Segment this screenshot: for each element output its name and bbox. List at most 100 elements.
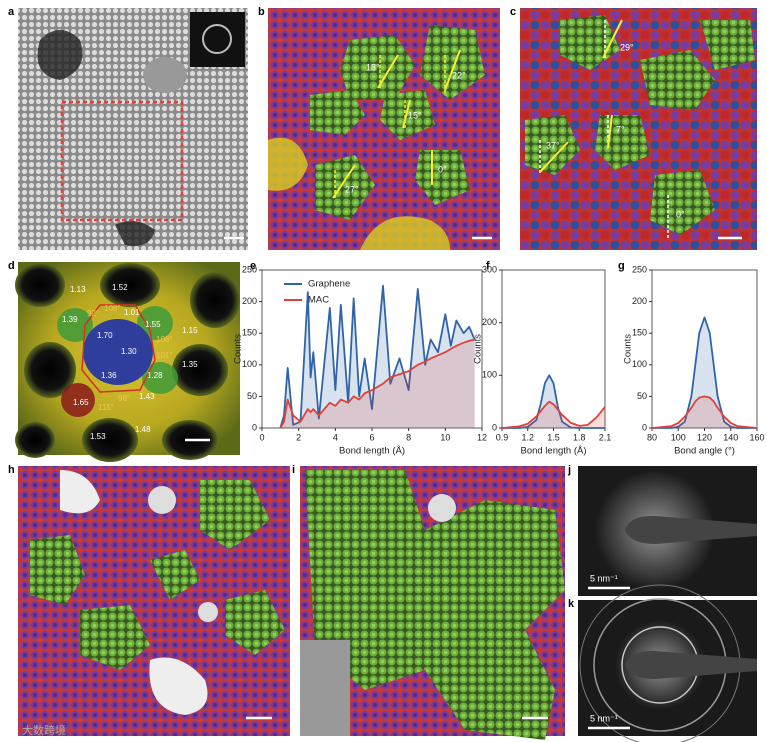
y-tick-label: 200	[482, 317, 497, 327]
panel-k-image: 5 nm⁻¹	[578, 584, 757, 742]
y-tick-label: 100	[482, 370, 497, 380]
x-tick-label: 160	[749, 432, 764, 442]
bond-length: 1.35	[182, 360, 198, 369]
y-tick-label: 250	[242, 264, 257, 274]
bond-length: 1.30	[121, 347, 137, 356]
series-line	[502, 374, 605, 429]
scale-label: 5 nm⁻¹	[590, 573, 618, 583]
bond-angle: 106°	[156, 335, 173, 344]
y-tick-label: 250	[632, 264, 647, 274]
x-tick-label: 4	[333, 432, 338, 442]
x-axis-label: Bond length (Å)	[520, 446, 586, 457]
x-tick-label: 10	[440, 432, 450, 442]
y-tick-label: 0	[492, 422, 497, 432]
bond-length: 1.48	[135, 425, 151, 434]
angle-label: 27°	[345, 184, 359, 194]
x-axis-label: Bond length (Å)	[339, 446, 405, 457]
bond-length: 1.39	[62, 315, 78, 324]
bond-length: 1.28	[147, 371, 163, 380]
x-tick-label: 120	[697, 432, 712, 442]
bond-length: 1.43	[139, 392, 155, 401]
panel-h-image	[18, 466, 290, 736]
bond-angle: 108°	[104, 304, 121, 313]
panel-b-image: 18° 22° 15° 27° 0°	[268, 8, 500, 250]
bond-length: 1.52	[112, 283, 128, 292]
angle-label: 15°	[408, 110, 422, 120]
panel-label: e	[250, 260, 256, 272]
angle-label: 29°	[620, 42, 634, 52]
y-tick-label: 100	[242, 359, 257, 369]
legend-label: Graphene	[308, 279, 350, 290]
x-tick-label: 1.5	[547, 432, 560, 442]
bond-length: 1.15	[182, 326, 198, 335]
x-tick-label: 1.2	[521, 432, 534, 442]
angle-label: 22°	[452, 70, 466, 80]
panel-label: b	[258, 6, 265, 18]
panel-label: c	[510, 6, 516, 18]
series-area	[652, 396, 757, 428]
y-tick-label: 50	[247, 391, 257, 401]
x-tick-label: 100	[671, 432, 686, 442]
x-tick-label: 140	[723, 432, 738, 442]
bond-angle: 92°	[87, 309, 99, 318]
y-tick-label: 100	[632, 359, 647, 369]
panel-a-image	[18, 8, 248, 250]
panel-label: k	[568, 598, 575, 610]
x-tick-label: 80	[647, 432, 657, 442]
panel-label: a	[8, 6, 15, 18]
series-line	[501, 400, 606, 429]
panel-d-image: 1.13 1.52 1.39 1.01 1.55 1.15 1.70 1.30 …	[15, 262, 240, 462]
y-tick-label: 200	[242, 296, 257, 306]
bond-length: 1.13	[70, 285, 86, 294]
bond-length: 1.65	[73, 398, 89, 407]
series-line	[651, 395, 758, 429]
y-axis-label: Counts	[233, 334, 244, 364]
x-tick-label: 6	[369, 432, 374, 442]
y-tick-label: 0	[642, 422, 647, 432]
x-tick-label: 2	[296, 432, 301, 442]
y-tick-label: 50	[637, 391, 647, 401]
y-tick-label: 150	[632, 328, 647, 338]
angle-label: 37°	[546, 140, 560, 150]
angle-label: 0°	[676, 209, 685, 219]
panel-i-image	[300, 466, 565, 740]
y-axis-label: Counts	[473, 334, 484, 364]
angle-label: 0°	[438, 164, 447, 174]
bond-angle: 101°	[156, 351, 173, 360]
x-axis-label: Bond angle (°)	[674, 446, 735, 457]
panel-label: f	[486, 260, 490, 272]
y-tick-label: 200	[632, 296, 647, 306]
panel-label: j	[567, 464, 571, 476]
bond-length: 1.53	[90, 432, 106, 441]
bond-length: 1.36	[101, 371, 117, 380]
y-axis-label: Counts	[623, 334, 634, 364]
panel-label: g	[618, 260, 625, 272]
series-area	[502, 375, 605, 428]
y-tick-label: 0	[252, 422, 257, 432]
y-tick-label: 300	[482, 264, 497, 274]
x-tick-label: 8	[406, 432, 411, 442]
angle-label: 18°	[366, 62, 380, 72]
panel-label: i	[292, 464, 295, 476]
series-area	[502, 401, 605, 428]
scale-label: 5 nm⁻¹	[590, 713, 618, 723]
panel-label: h	[8, 464, 15, 476]
bond-angle: 115°	[98, 403, 114, 412]
panel-j-image: 5 nm⁻¹	[578, 466, 757, 596]
x-tick-label: 1.8	[573, 432, 586, 442]
x-tick-label: 2.1	[599, 432, 612, 442]
angle-label: 7°	[616, 124, 625, 134]
series-area	[652, 317, 757, 428]
bond-length: 1.70	[97, 331, 113, 340]
bond-length: 1.55	[145, 320, 161, 329]
series-line	[279, 284, 476, 429]
panel-c-image: 29° 7° 37° 0°	[520, 8, 757, 250]
x-tick-label: 12	[477, 432, 487, 442]
x-tick-label: 0.9	[496, 432, 509, 442]
watermark: 大数跨境	[22, 723, 66, 737]
series-line	[279, 338, 475, 429]
bond-angle: 98°	[118, 394, 130, 403]
series-line	[652, 316, 757, 429]
bond-length: 1.01	[124, 308, 140, 317]
